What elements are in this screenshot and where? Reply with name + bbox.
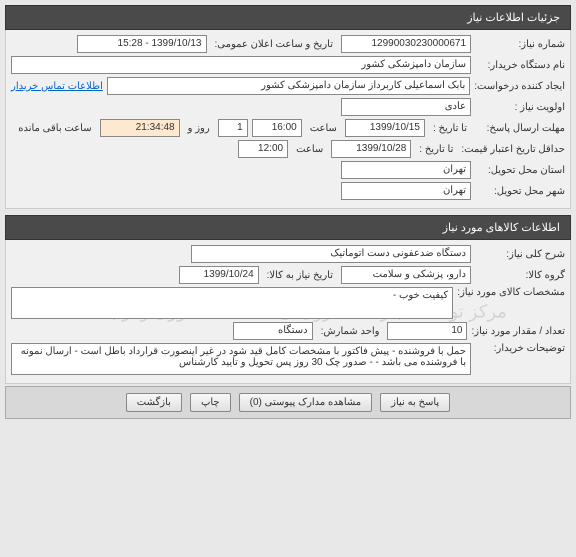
time-label-1: ساعت <box>306 123 341 134</box>
days-field: 1 <box>218 119 248 137</box>
validity-date-field: 1399/10/28 <box>331 140 411 158</box>
buyer-org-label: نام دستگاه خریدار: <box>475 60 565 71</box>
city-field: تهران <box>341 182 471 200</box>
req-number-field: 12990030230000671 <box>341 35 471 53</box>
deadline-time-field: 16:00 <box>252 119 302 137</box>
province-label: استان محل تحویل: <box>475 165 565 176</box>
deadline-label: مهلت ارسال پاسخ: <box>475 123 565 134</box>
attachments-button[interactable]: مشاهده مدارک پیوستی (0) <box>239 393 373 412</box>
contact-link[interactable]: اطلاعات تماس خریدار <box>11 81 103 92</box>
spec-field: کیفیت خوب - <box>11 287 453 319</box>
qty-label: تعداد / مقدار مورد نیاز: <box>471 326 565 337</box>
button-bar: پاسخ به نیاز مشاهده مدارک پیوستی (0) چاپ… <box>5 386 571 419</box>
deadline-date-field: 1399/10/15 <box>345 119 425 137</box>
need-date-label: تاریخ نیاز به کالا: <box>263 270 337 281</box>
section1-body: شماره نیاز: 12990030230000671 تاریخ و سا… <box>5 30 571 209</box>
desc-label: شرح کلی نیاز: <box>475 249 565 260</box>
validity-time-field: 12:00 <box>238 140 288 158</box>
group-label: گروه کالا: <box>475 270 565 281</box>
notes-field: حمل با فروشنده - پیش فاکتور با مشخصات کا… <box>11 343 471 375</box>
remaining-label: ساعت باقی مانده <box>14 123 95 134</box>
public-date-field: 1399/10/13 - 15:28 <box>77 35 207 53</box>
unit-label: واحد شمارش: <box>317 326 384 337</box>
validity-label: حداقل تاریخ اعتبار قیمت: <box>461 144 565 155</box>
city-label: شهر محل تحویل: <box>475 186 565 197</box>
requester-label: ایجاد کننده درخواست: <box>474 81 565 92</box>
print-button[interactable]: چاپ <box>190 393 231 412</box>
section2-body: مرکز توسعه تجارت الکترونیکی اطلاعات فناو… <box>5 240 571 384</box>
to-date-label: تا تاریخ : <box>429 123 471 134</box>
priority-field: عادی <box>341 98 471 116</box>
section2-header: اطلاعات کالاهای مورد نیاز <box>5 215 571 240</box>
province-field: تهران <box>341 161 471 179</box>
buyer-org-field: سازمان دامپزشکی کشور <box>11 56 471 74</box>
priority-label: اولویت نیاز : <box>475 102 565 113</box>
to-date-label-2: تا تاریخ : <box>415 144 457 155</box>
req-number-label: شماره نیاز: <box>475 39 565 50</box>
section1-header: جزئیات اطلاعات نیاز <box>5 5 571 30</box>
remaining-time-field: 21:34:48 <box>100 119 180 137</box>
notes-label: توضیحات خریدار: <box>475 343 565 354</box>
public-date-label: تاریخ و ساعت اعلان عمومی: <box>211 39 338 50</box>
need-date-field: 1399/10/24 <box>179 266 259 284</box>
spec-label: مشخصات کالای مورد نیاز: <box>457 287 565 298</box>
requester-field: بابک اسماعیلی کاربرداز سازمان دامپزشکی ک… <box>107 77 470 95</box>
group-field: دارو، پزشکی و سلامت <box>341 266 471 284</box>
qty-field: 10 <box>387 322 467 340</box>
day-label: روز و <box>184 123 214 134</box>
time-label-2: ساعت <box>292 144 327 155</box>
back-button[interactable]: بازگشت <box>126 393 182 412</box>
respond-button[interactable]: پاسخ به نیاز <box>380 393 450 412</box>
unit-field: دستگاه <box>233 322 313 340</box>
desc-field: دستگاه ضدعفونی دست اتوماتیک <box>191 245 471 263</box>
